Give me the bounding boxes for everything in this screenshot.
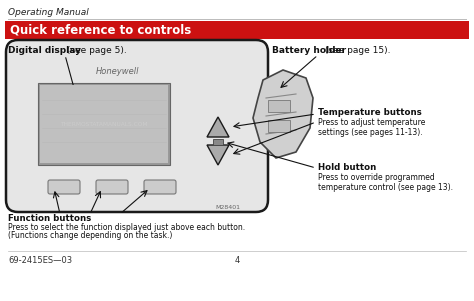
Text: 4: 4 [234, 256, 240, 265]
Text: (Functions change depending on the task.): (Functions change depending on the task.… [8, 231, 173, 240]
Polygon shape [207, 117, 229, 137]
Text: Digital display: Digital display [8, 46, 81, 55]
Text: 69-2415ES—03: 69-2415ES—03 [8, 256, 72, 265]
Text: Hold button: Hold button [318, 163, 376, 172]
Text: Temperature buttons: Temperature buttons [318, 108, 422, 117]
Bar [5, 21, 469, 39]
Text: (see page 5).: (see page 5). [64, 46, 127, 55]
Bar [213, 139, 223, 145]
Polygon shape [207, 145, 229, 165]
Text: Quick reference to controls: Quick reference to controls [10, 23, 191, 36]
Text: Press to override programmed
temperature control (see page 13).: Press to override programmed temperature… [318, 173, 453, 192]
Text: (see page 15).: (see page 15). [322, 46, 391, 55]
FancyBboxPatch shape [144, 180, 176, 194]
Text: M28401: M28401 [216, 205, 240, 210]
Bar [268, 100, 290, 112]
Text: Function buttons: Function buttons [8, 214, 91, 223]
Bar [268, 120, 290, 132]
FancyBboxPatch shape [38, 83, 170, 165]
Polygon shape [253, 70, 313, 158]
FancyBboxPatch shape [96, 180, 128, 194]
Text: Press to select the function displayed just above each button.: Press to select the function displayed j… [8, 223, 245, 232]
Bar [40, 85, 168, 163]
Text: Honeywell: Honeywell [96, 67, 140, 76]
Text: Battery holder: Battery holder [272, 46, 346, 55]
Text: Operating Manual: Operating Manual [8, 8, 89, 17]
FancyBboxPatch shape [48, 180, 80, 194]
Text: THERMOSTATAMANUALS.COM: THERMOSTATAMANUALS.COM [60, 122, 148, 126]
Text: Press to adjust temperature
settings (see pages 11-13).: Press to adjust temperature settings (se… [318, 118, 425, 137]
FancyBboxPatch shape [6, 40, 268, 212]
